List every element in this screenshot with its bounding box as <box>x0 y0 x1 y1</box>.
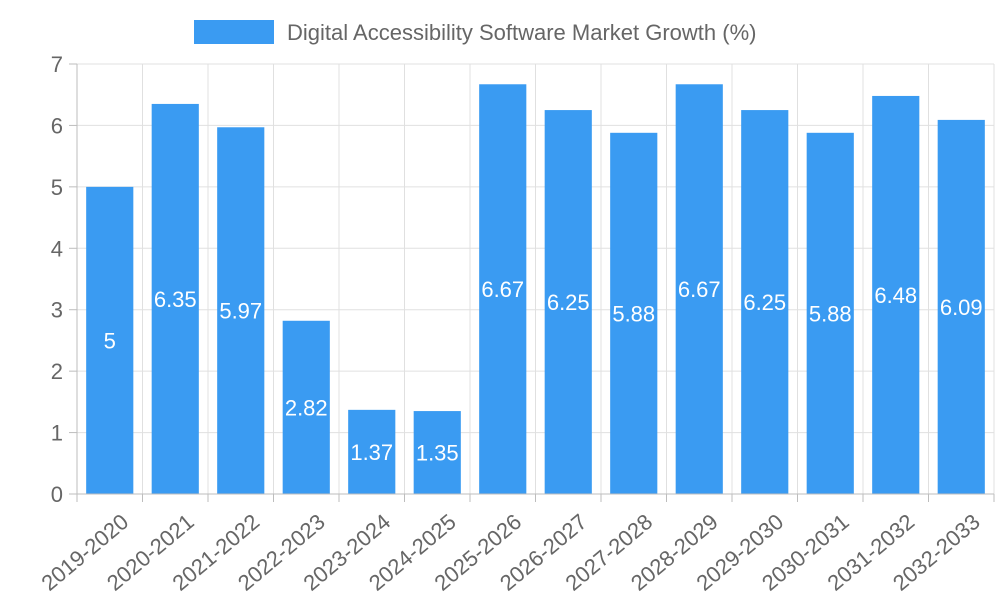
y-tick-label: 7 <box>51 52 63 77</box>
data-label-2021-2022: 5.97 <box>219 299 262 324</box>
data-label-2027-2028: 5.88 <box>612 301 655 326</box>
legend-label: Digital Accessibility Software Market Gr… <box>287 20 756 45</box>
y-tick-label: 4 <box>51 236 63 261</box>
y-tick-label: 6 <box>51 113 63 138</box>
gridlines <box>77 63 995 494</box>
data-label-2029-2030: 6.25 <box>743 290 786 315</box>
bar-2026-2027[interactable] <box>544 110 592 495</box>
bar-2028-2029[interactable] <box>675 84 723 495</box>
data-label-2032-2033: 6.09 <box>940 295 983 320</box>
data-label-2020-2021: 6.35 <box>154 287 197 312</box>
legend[interactable]: Digital Accessibility Software Market Gr… <box>194 20 756 45</box>
data-labels: 5 6.35 5.97 2.82 1.37 1.35 6.67 6.25 5.88 6.67 6.2… <box>104 277 983 465</box>
bar-2031-2032[interactable] <box>872 95 920 494</box>
data-label-2023-2024: 1.37 <box>350 440 393 465</box>
y-tick-label: 1 <box>51 421 63 446</box>
y-tick-label: 2 <box>51 359 63 384</box>
bar-2024-2025[interactable] <box>413 411 461 494</box>
x-axis-ticks: 2019-20202020-20212021-20222022-20232023… <box>37 494 995 596</box>
data-label-2019-2020: 5 <box>104 328 116 353</box>
bar-2029-2030[interactable] <box>741 110 789 495</box>
data-label-2031-2032: 6.48 <box>874 283 917 308</box>
data-label-2024-2025: 1.35 <box>416 441 459 466</box>
bar-2030-2031[interactable] <box>806 132 854 495</box>
y-tick-label: 0 <box>51 482 63 507</box>
y-tick-label: 3 <box>51 298 63 323</box>
y-tick-label: 5 <box>51 175 63 200</box>
bar-2025-2026[interactable] <box>479 84 527 495</box>
bar-2020-2021[interactable] <box>151 103 199 494</box>
bar-2021-2022[interactable] <box>217 127 265 495</box>
bar-series <box>86 84 985 495</box>
data-label-2030-2031: 5.88 <box>809 301 852 326</box>
bar-2027-2028[interactable] <box>610 132 658 495</box>
bar-2032-2033[interactable] <box>937 119 985 495</box>
legend-swatch <box>194 20 274 44</box>
bar-2023-2024[interactable] <box>348 409 396 494</box>
data-label-2025-2026: 6.67 <box>481 277 524 302</box>
y-axis-ticks: 0 1 2 3 4 5 6 7 <box>51 52 77 507</box>
data-label-2022-2023: 2.82 <box>285 395 328 420</box>
bar-2022-2023[interactable] <box>282 320 330 494</box>
bar-2019-2020[interactable] <box>86 186 134 494</box>
data-label-2028-2029: 6.67 <box>678 277 721 302</box>
data-label-2026-2027: 6.25 <box>547 290 590 315</box>
